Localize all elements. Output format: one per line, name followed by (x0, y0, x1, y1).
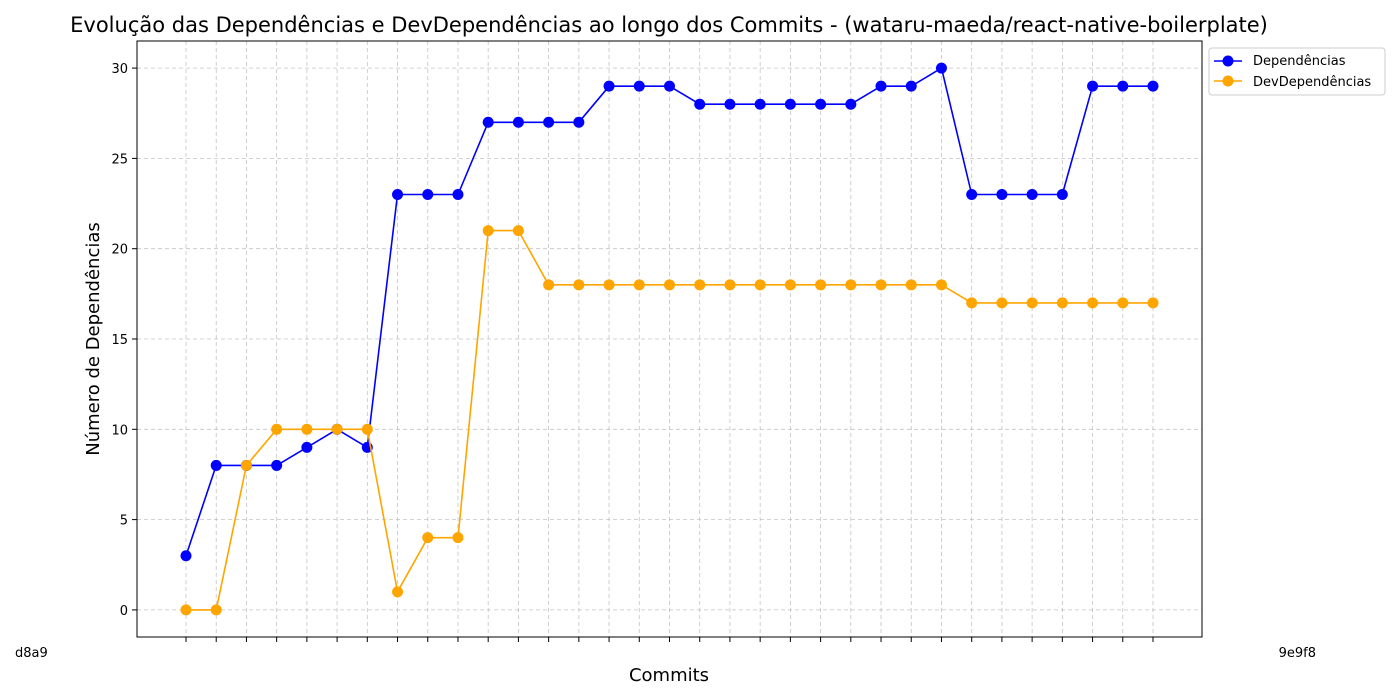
data-point-dependencias (815, 98, 827, 110)
data-point-devdependencias (754, 279, 766, 291)
data-point-dependencias (1056, 189, 1068, 201)
data-point-devdependencias (180, 604, 192, 616)
data-point-dependencias (422, 189, 434, 201)
data-point-dependencias (301, 441, 313, 453)
plot-frame (136, 40, 1203, 638)
data-point-devdependencias (452, 532, 464, 544)
data-point-devdependencias (271, 423, 283, 435)
legend-label-dependencias: Dependências (1253, 54, 1346, 69)
legend-label-devdependencias: DevDependências (1253, 75, 1371, 90)
data-point-devdependencias (240, 459, 252, 471)
data-point-devdependencias (482, 225, 494, 237)
series-layer (180, 62, 1159, 616)
legend-box (1208, 47, 1386, 96)
data-point-dependencias (845, 98, 857, 110)
y-tick-label: 10 (111, 423, 128, 438)
data-point-dependencias (392, 189, 404, 201)
data-point-devdependencias (996, 297, 1008, 309)
data-point-devdependencias (422, 532, 434, 544)
data-point-devdependencias (966, 297, 978, 309)
data-point-dependencias (935, 62, 947, 74)
legend-marker-devdependencias (1222, 75, 1234, 87)
data-point-devdependencias (875, 279, 887, 291)
data-point-devdependencias (784, 279, 796, 291)
x-tick-label-last: 9e9f8 (1279, 646, 1316, 661)
y-tick-label: 0 (120, 604, 128, 619)
data-point-dependencias (1026, 189, 1038, 201)
grid-lines (137, 41, 1202, 637)
y-axis-ticks: 0 5 10 15 20 25 30 (111, 62, 137, 619)
data-point-devdependencias (210, 604, 222, 616)
data-point-dependencias (512, 116, 524, 128)
data-point-devdependencias (543, 279, 555, 291)
data-point-dependencias (1087, 80, 1099, 92)
data-point-devdependencias (301, 423, 313, 435)
data-point-dependencias (603, 80, 615, 92)
data-point-devdependencias (392, 586, 404, 598)
data-point-dependencias (573, 116, 585, 128)
data-point-devdependencias (573, 279, 585, 291)
data-point-devdependencias (331, 423, 343, 435)
data-point-devdependencias (1026, 297, 1038, 309)
y-tick-label: 15 (111, 333, 128, 348)
data-point-devdependencias (1056, 297, 1068, 309)
y-tick-label: 30 (111, 62, 128, 77)
x-tick-label-first: d8a9 (15, 646, 48, 661)
data-point-dependencias (543, 116, 555, 128)
chart-title: Evolução das Dependências e DevDependênc… (70, 13, 1268, 37)
y-tick-label: 20 (111, 243, 128, 258)
x-axis-label: Commits (629, 665, 709, 686)
data-point-dependencias (724, 98, 736, 110)
y-tick-label: 25 (111, 152, 128, 167)
data-point-devdependencias (664, 279, 675, 291)
y-tick-label: 5 (120, 514, 128, 529)
data-point-dependencias (694, 98, 706, 110)
legend-marker-dependencias (1222, 55, 1234, 67)
data-point-dependencias (452, 189, 464, 201)
legend: Dependências DevDependências (1208, 47, 1386, 96)
data-point-devdependencias (694, 279, 706, 291)
data-point-devdependencias (1147, 297, 1159, 309)
data-point-devdependencias (905, 279, 917, 291)
data-point-dependencias (784, 98, 796, 110)
data-point-dependencias (966, 189, 978, 201)
data-point-dependencias (180, 550, 192, 562)
x-axis-ticks (185, 637, 1154, 642)
data-point-dependencias (875, 80, 887, 92)
data-point-dependencias (664, 80, 675, 92)
data-point-devdependencias (724, 279, 736, 291)
data-point-dependencias (1147, 80, 1159, 92)
data-point-dependencias (210, 459, 222, 471)
data-point-dependencias (905, 80, 917, 92)
data-point-devdependencias (361, 423, 373, 435)
data-point-devdependencias (815, 279, 827, 291)
data-point-devdependencias (1087, 297, 1099, 309)
y-axis-label: Número de Dependências (83, 222, 104, 456)
data-point-devdependencias (603, 279, 615, 291)
data-point-dependencias (271, 459, 283, 471)
data-point-devdependencias (1117, 297, 1129, 309)
data-point-dependencias (754, 98, 766, 110)
data-point-devdependencias (935, 279, 947, 291)
data-point-dependencias (633, 80, 645, 92)
data-point-dependencias (996, 189, 1008, 201)
data-point-devdependencias (633, 279, 645, 291)
data-point-devdependencias (845, 279, 857, 291)
data-point-dependencias (1117, 80, 1129, 92)
data-point-dependencias (482, 116, 494, 128)
data-point-devdependencias (512, 225, 524, 237)
